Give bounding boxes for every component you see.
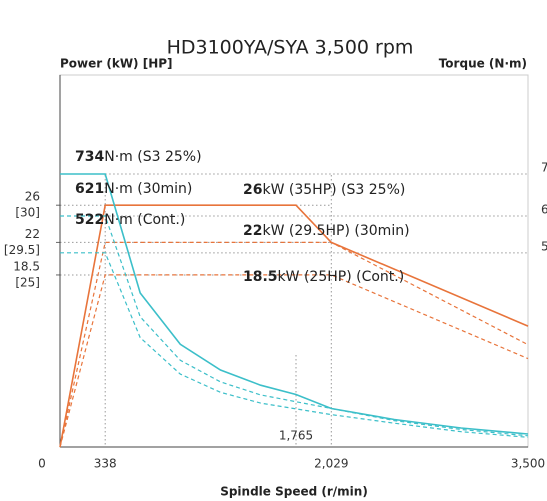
annotation: 621N·m (30min) [75, 181, 192, 197]
chart-title: HD3100YA/SYA 3,500 rpm [167, 37, 414, 59]
annotation-value: 18.5 [243, 269, 278, 285]
y2-tick-label: 522 [541, 239, 547, 253]
y2-tick-label: 621 [541, 202, 547, 216]
annotation: 18.5kW (25HP) (Cont.) [243, 269, 404, 285]
y-tick-label: 18.5 [13, 259, 40, 273]
y2-axis-title: Torque (N·m) [439, 57, 527, 71]
y2-tick-label: 734 [541, 160, 547, 174]
annotation-value: 26 [243, 182, 262, 198]
annotation-text: kW (35HP) (S3 25%) [262, 182, 405, 198]
annotation: 22kW (29.5HP) (30min) [243, 223, 410, 239]
annotation-value: 522 [75, 212, 104, 228]
series-line [59, 204, 529, 448]
x-tick-label: 0 [38, 457, 46, 471]
annotation-value: 22 [243, 223, 262, 239]
x-tick-label: 2,029 [314, 457, 348, 471]
annotation-text: kW (25HP) (Cont.) [278, 269, 405, 285]
annotation: 734N·m (S3 25%) [75, 149, 202, 165]
annotation-value: 621 [75, 181, 104, 197]
series-line [59, 274, 529, 448]
y-tick-label: 26 [25, 190, 40, 204]
series-line [60, 173, 529, 435]
x-tick-label: 338 [94, 457, 117, 471]
series-line [59, 241, 529, 448]
annotation-value: 734 [75, 149, 104, 165]
y-tick-hp-label: [25] [15, 275, 40, 289]
annotation-text: N·m (Cont.) [104, 212, 185, 228]
annotation-text: kW (29.5HP) (30min) [262, 223, 409, 239]
y-tick-label: 22 [25, 227, 40, 241]
y-tick-hp-label: [29.5] [4, 243, 40, 257]
annotation-text: N·m (30min) [104, 181, 192, 197]
x-axis-title: Spindle Speed (r/min) [220, 485, 368, 499]
series-line [60, 215, 529, 437]
annotation: 26kW (35HP) (S3 25%) [243, 182, 405, 198]
y-axis-title: Power (kW) [HP] [60, 57, 173, 71]
y-tick-hp-label: [30] [15, 206, 40, 220]
x-tick-label: 3,500 [511, 457, 545, 471]
annotation: 522N·m (Cont.) [75, 212, 185, 228]
series-line [60, 252, 529, 438]
annotation-text: N·m (S3 25%) [104, 149, 201, 165]
x-marker-label: 1,765 [279, 429, 313, 443]
